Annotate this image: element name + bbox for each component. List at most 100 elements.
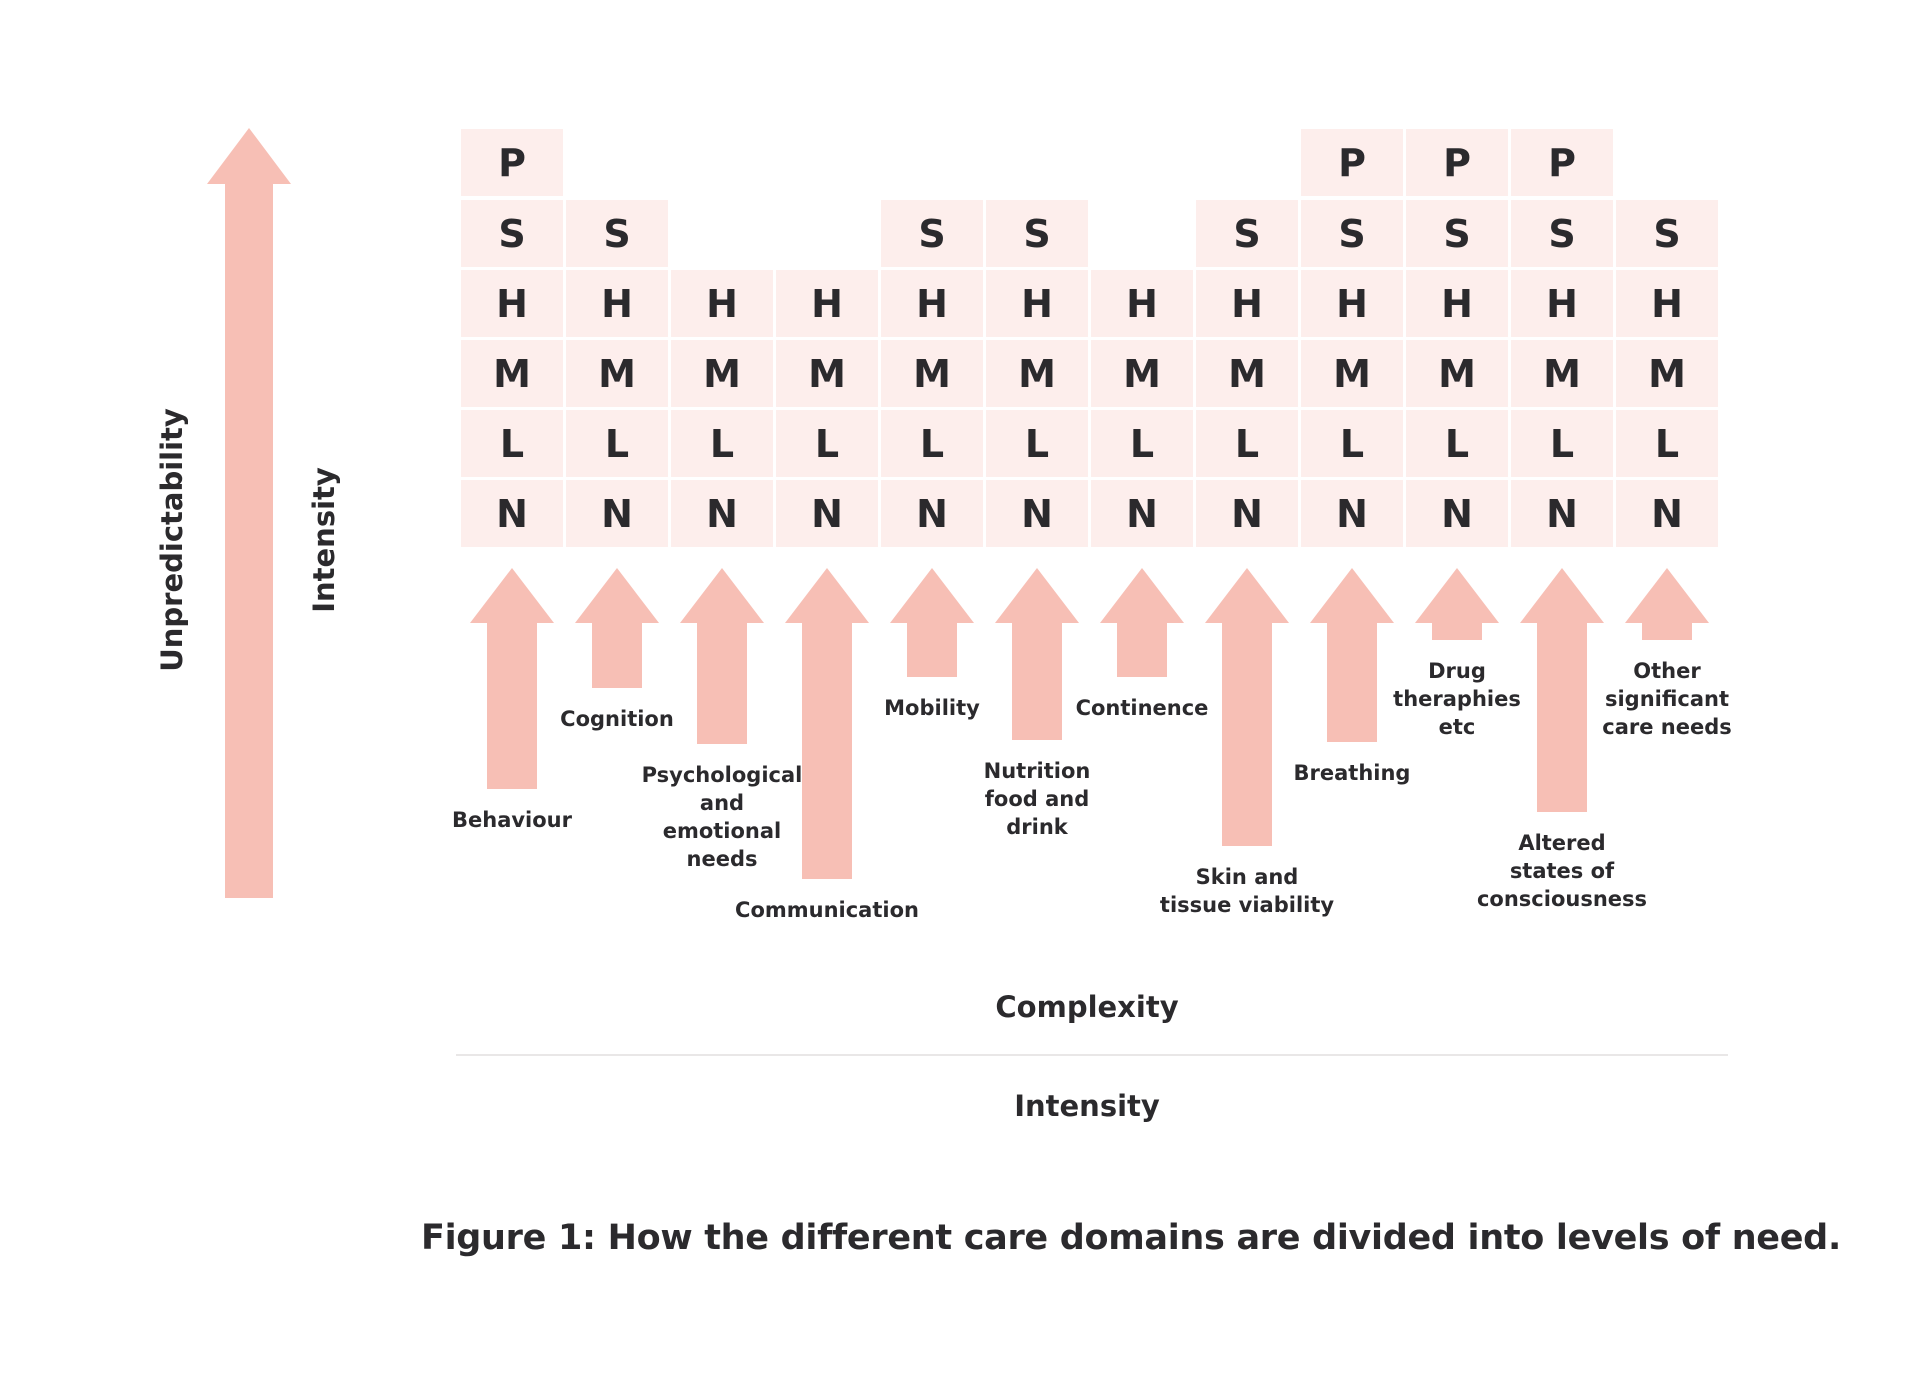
- level-cell-m: M: [1091, 340, 1193, 407]
- level-cell-l: L: [1616, 410, 1718, 477]
- level-cell-m: M: [986, 340, 1088, 407]
- level-cell-p: P: [1406, 129, 1508, 196]
- domain-label: Cognition: [560, 707, 674, 731]
- vertical-axis-label-unpredictability: Unpredictability: [155, 408, 189, 672]
- arrow-shaft: [907, 623, 957, 677]
- level-cell-h: H: [1196, 270, 1298, 337]
- domain-label: Drug theraphies etc: [1393, 659, 1521, 739]
- level-cell-s: S: [1406, 200, 1508, 267]
- arrow-shaft: [1222, 623, 1272, 846]
- level-cell-l: L: [881, 410, 983, 477]
- level-cell-m: M: [461, 340, 563, 407]
- level-cell-l: L: [1301, 410, 1403, 477]
- domain-label: Breathing: [1293, 761, 1411, 785]
- level-cell-m: M: [1616, 340, 1718, 407]
- level-cell-m: M: [776, 340, 878, 407]
- level-cell-h: H: [566, 270, 668, 337]
- arrow-shaft: [592, 623, 642, 688]
- level-cell-n: N: [461, 480, 563, 547]
- level-cell-n: N: [1616, 480, 1718, 547]
- axis-divider: [456, 1054, 1728, 1056]
- level-cell-l: L: [461, 410, 563, 477]
- level-cell-n: N: [1301, 480, 1403, 547]
- level-cell-m: M: [671, 340, 773, 407]
- domain-label: Nutrition food and drink: [983, 759, 1091, 839]
- arrow-up-icon: [1100, 568, 1184, 623]
- level-cell-m: M: [1301, 340, 1403, 407]
- domain-label: Continence: [1075, 696, 1209, 720]
- level-cell-m: M: [1406, 340, 1508, 407]
- domain-label: Behaviour: [452, 808, 572, 832]
- arrow-up-icon: [207, 128, 291, 184]
- domain-label: Other significant care needs: [1602, 659, 1732, 739]
- level-cell-s: S: [461, 200, 563, 267]
- domain-label: Altered states of consciousness: [1476, 831, 1648, 911]
- level-cell-h: H: [986, 270, 1088, 337]
- level-cell-l: L: [566, 410, 668, 477]
- level-cell-l: L: [1406, 410, 1508, 477]
- domain-label: Psychological and emotional needs: [641, 763, 803, 871]
- domain-label: Mobility: [884, 696, 980, 720]
- level-cell-h: H: [461, 270, 563, 337]
- level-cell-h: H: [776, 270, 878, 337]
- level-cell-p: P: [461, 129, 563, 196]
- arrow-shaft: [1537, 623, 1587, 812]
- level-cell-n: N: [1406, 480, 1508, 547]
- level-cell-s: S: [881, 200, 983, 267]
- horizontal-axis-label-intensity: Intensity: [1014, 1089, 1160, 1123]
- level-cell-h: H: [1091, 270, 1193, 337]
- level-cell-n: N: [1196, 480, 1298, 547]
- level-cell-h: H: [881, 270, 983, 337]
- arrow-up-icon: [1415, 568, 1499, 623]
- level-cell-m: M: [566, 340, 668, 407]
- level-cell-l: L: [1511, 410, 1613, 477]
- arrow-shaft: [487, 623, 537, 789]
- level-cell-p: P: [1511, 129, 1613, 196]
- level-cell-h: H: [1301, 270, 1403, 337]
- level-cell-m: M: [1196, 340, 1298, 407]
- level-cell-n: N: [1091, 480, 1193, 547]
- arrow-up-icon: [1205, 568, 1289, 623]
- arrow-shaft: [1117, 623, 1167, 677]
- arrow-shaft: [1012, 623, 1062, 740]
- arrow-up-icon: [1625, 568, 1709, 623]
- level-cell-p: P: [1301, 129, 1403, 196]
- horizontal-axis-label-complexity: Complexity: [995, 990, 1179, 1024]
- level-cell-l: L: [1091, 410, 1193, 477]
- arrow-up-icon: [680, 568, 764, 623]
- arrow-shaft: [802, 623, 852, 879]
- level-cell-s: S: [986, 200, 1088, 267]
- level-cell-l: L: [1196, 410, 1298, 477]
- arrow-shaft: [225, 183, 273, 898]
- level-cell-m: M: [1511, 340, 1613, 407]
- figure-caption: Figure 1: How the different care domains…: [421, 1218, 1841, 1258]
- level-cell-s: S: [1511, 200, 1613, 267]
- level-cell-n: N: [776, 480, 878, 547]
- arrow-up-icon: [1520, 568, 1604, 623]
- level-cell-h: H: [1511, 270, 1613, 337]
- arrow-up-icon: [785, 568, 869, 623]
- level-cell-l: L: [776, 410, 878, 477]
- arrow-shaft: [697, 623, 747, 744]
- arrow-up-icon: [890, 568, 974, 623]
- level-cell-h: H: [1406, 270, 1508, 337]
- arrow-up-icon: [470, 568, 554, 623]
- arrow-up-icon: [1310, 568, 1394, 623]
- arrow-up-icon: [575, 568, 659, 623]
- level-cell-n: N: [671, 480, 773, 547]
- level-cell-l: L: [671, 410, 773, 477]
- level-cell-n: N: [1511, 480, 1613, 547]
- level-cell-s: S: [1301, 200, 1403, 267]
- level-cell-s: S: [566, 200, 668, 267]
- domain-label: Communication: [735, 898, 919, 922]
- arrow-up-icon: [995, 568, 1079, 623]
- level-cell-n: N: [881, 480, 983, 547]
- level-cell-n: N: [566, 480, 668, 547]
- level-cell-s: S: [1616, 200, 1718, 267]
- level-cell-s: S: [1196, 200, 1298, 267]
- level-cell-n: N: [986, 480, 1088, 547]
- vertical-axis-label-intensity: Intensity: [307, 467, 341, 613]
- arrow-shaft: [1642, 623, 1692, 640]
- level-cell-m: M: [881, 340, 983, 407]
